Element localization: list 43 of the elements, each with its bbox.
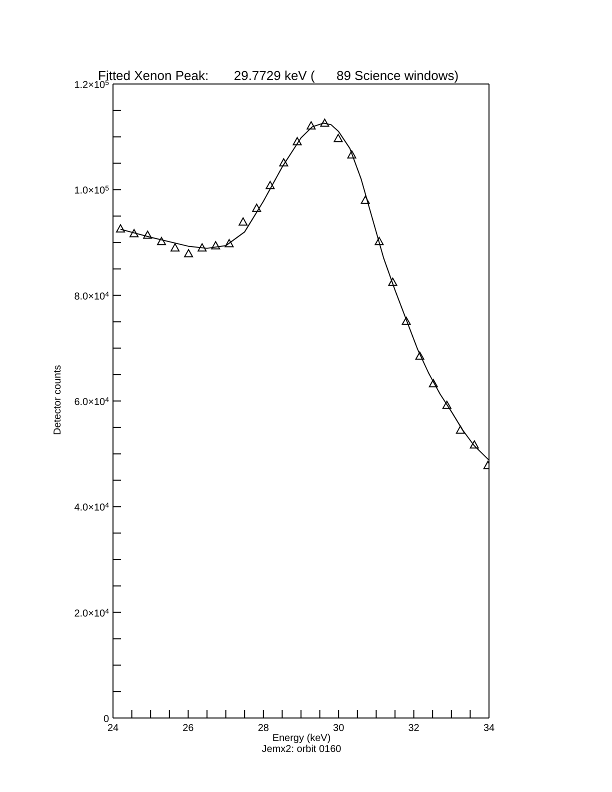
point bbox=[116, 224, 126, 232]
point bbox=[238, 217, 248, 226]
y-tick-label: 1.2×10$^{5}$ bbox=[74, 80, 110, 91]
point bbox=[292, 137, 302, 146]
point bbox=[347, 150, 356, 158]
point bbox=[334, 134, 343, 142]
x-tick-label: 30 bbox=[333, 723, 345, 734]
y-tick-label: 4.0×10$^{4}$ bbox=[74, 502, 110, 514]
point bbox=[456, 426, 465, 434]
point bbox=[143, 230, 152, 239]
point bbox=[402, 316, 411, 325]
x-tick-label: 28 bbox=[258, 723, 270, 734]
point bbox=[279, 158, 288, 166]
point bbox=[306, 121, 316, 130]
point bbox=[157, 236, 166, 246]
y-tick-label: 2.0×10$^{4}$ bbox=[74, 608, 110, 620]
point bbox=[130, 229, 139, 238]
point bbox=[415, 352, 424, 360]
point bbox=[266, 180, 275, 190]
point bbox=[374, 236, 384, 246]
x-axis-title: Energy (keV) bbox=[271, 733, 332, 744]
point bbox=[252, 204, 262, 212]
point bbox=[470, 440, 479, 449]
text: Jemx2: orbit 0160 bbox=[260, 744, 342, 755]
point bbox=[224, 239, 234, 248]
point bbox=[388, 278, 398, 286]
y-tick-label: 8.0×10$^{4}$ bbox=[74, 290, 110, 302]
y-tick-label: 6.0×10$^{4}$ bbox=[74, 396, 110, 408]
y-tick-label: 1.0×10$^{5}$ bbox=[74, 185, 110, 197]
x-tick-label: 24 bbox=[107, 723, 119, 734]
point bbox=[184, 249, 194, 258]
x-tick-label: 32 bbox=[408, 723, 420, 734]
point bbox=[170, 243, 180, 252]
y-tick-label: 0 bbox=[103, 714, 110, 725]
y-axis-title: Detector counts bbox=[52, 364, 64, 436]
x-tick-label: 26 bbox=[182, 723, 194, 734]
x-tick-label: 34 bbox=[483, 723, 495, 734]
point bbox=[442, 400, 452, 409]
point bbox=[211, 241, 220, 250]
point bbox=[320, 118, 330, 127]
point bbox=[198, 243, 207, 252]
point bbox=[428, 379, 438, 388]
point bbox=[360, 196, 370, 204]
